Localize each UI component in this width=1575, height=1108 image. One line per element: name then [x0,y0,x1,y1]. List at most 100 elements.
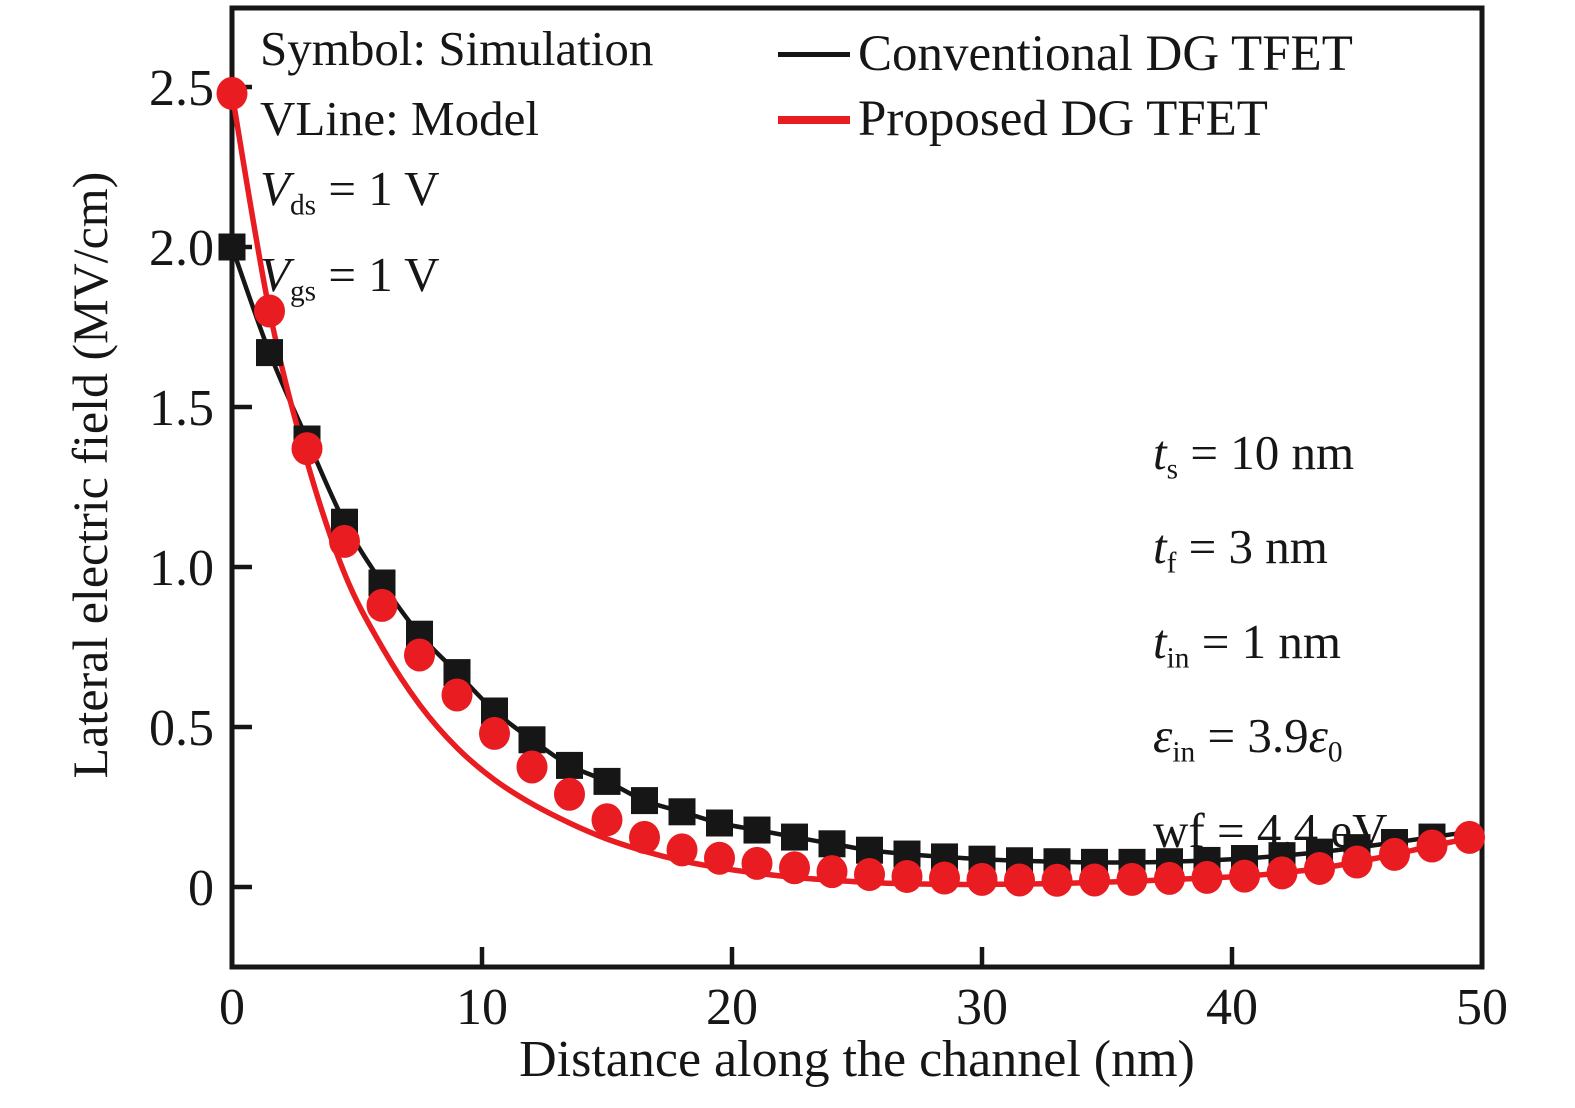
x-tick-label: 10 [456,979,508,1036]
y-tick-label: 1.0 [149,540,214,597]
annotation-text: t [1153,519,1167,575]
annotation-text: = 3 nm [1176,519,1328,575]
y-tick-label: 0.5 [149,700,214,757]
conventional-simulation-square-symbol [256,339,283,367]
subscript-text: s [1166,453,1179,486]
proposed-simulation-circle-symbol [1116,862,1148,896]
proposed-simulation-circle-symbol [591,803,623,837]
x-tick-label: 30 [956,979,1008,1036]
parameter-line: wf = 4.4 eV [1153,792,1387,869]
legend-item-proposed: Proposed DG TFET [778,87,1353,152]
conventional-simulation-square-symbol [706,809,733,837]
parameter-line: εin = 3.9ε0 [1153,697,1387,791]
proposed-simulation-circle-symbol [966,862,998,896]
annotation-text: = 1 nm [1189,613,1341,669]
annotation-text: = 10 nm [1178,425,1355,480]
legend: Conventional DG TFET Proposed DG TFET [778,22,1353,152]
proposed-simulation-circle-symbol [741,846,773,880]
proposed-simulation-circle-symbol [1229,859,1260,893]
x-tick-label: 0 [219,979,245,1036]
annotation-text: ε [1308,708,1328,764]
condition-line: Vds = 1 V [260,154,653,240]
subscript-text: gs [289,275,317,308]
annotation-text: t [1153,613,1167,669]
proposed-simulation-circle-symbol [366,588,398,622]
y-axis-title: Lateral electric field (MV/cm) [62,171,118,779]
proposed-simulation-circle-symbol [516,750,548,784]
condition-line: Vgs = 1 V [260,240,653,326]
proposed-simulation-circle-symbol [216,76,248,110]
annotation-text: V [260,247,290,303]
proposed-simulation-circle-symbol [479,716,510,750]
parameter-line: tin = 1 nm [1153,603,1387,697]
x-axis-title: Distance along the channel (nm) [519,1031,1195,1088]
proposed-simulation-circle-symbol [929,861,960,895]
proposed-simulation-circle-symbol [1004,863,1035,897]
device-parameters-annotation-block: ts = 10 nm tf = 3 nm tin = 1 nm εin = 3.9ε0… [1153,414,1387,869]
annotation-text: wf = 4.4 eV [1153,802,1388,858]
parameter-line: tf = 3 nm [1153,508,1387,602]
annotation-text: Symbol: Simulation [260,21,654,76]
proposed-simulation-circle-symbol [704,841,735,875]
proposed-simulation-circle-symbol [254,294,285,328]
annotation-text: t [1153,425,1167,480]
proposed-simulation-circle-symbol [1191,860,1223,894]
subscript-text: ds [289,189,317,222]
proposed-simulation-circle-symbol [1454,820,1485,854]
conventional-simulation-square-symbol [743,816,771,844]
annotation-text: = 1 V [316,161,440,216]
proposed-simulation-circle-symbol [1341,845,1373,879]
y-tick-label: 2.5 [149,60,214,117]
x-tick-label: 20 [706,979,758,1036]
conventional-simulation-square-symbol [593,767,621,795]
conventional-simulation-square-symbol [518,726,546,754]
conventional-line-swatch [778,52,850,57]
annotation-text: = 1 V [316,247,440,303]
conventional-simulation-square-symbol [668,798,696,826]
proposed-simulation-circle-symbol [1416,829,1448,863]
conventional-simulation-square-symbol [218,233,246,261]
proposed-simulation-circle-symbol [854,858,885,892]
proposed-simulation-circle-symbol [891,859,923,893]
plot-frame [229,5,1485,970]
condition-line: Symbol: Simulation [260,14,653,84]
proposed-simulation-circle-symbol [554,777,585,811]
annotation-text: VLine: Model [260,91,539,146]
proposed-simulation-circle-symbol [629,820,660,854]
y-tick-label: 2.0 [149,220,214,277]
parameter-line: ts = 10 nm [1153,414,1387,508]
x-tick-label: 50 [1456,979,1508,1036]
legend-label-conventional: Conventional DG TFET [858,26,1353,82]
proposed-simulation-circle-symbol [291,432,323,466]
conventional-simulation-square-symbol [631,787,658,815]
conventional-simulation-square-symbol [781,823,808,851]
proposed-simulation-circle-symbol [1079,863,1110,897]
condition-line: VLine: Model [260,84,653,154]
proposed-simulation-circle-symbol [1154,861,1185,895]
proposed-simulation-circle-symbol [1304,851,1335,885]
subscript-text: f [1166,547,1177,580]
proposed-simulation-circle-symbol [1379,837,1410,871]
proposed-line-swatch [778,115,850,124]
proposed-simulation-circle-symbol [666,833,698,867]
legend-label-proposed: Proposed DG TFET [858,91,1268,147]
y-tick-label: 0 [188,860,214,917]
proposed-simulation-circle-symbol [1266,856,1298,890]
subscript-text: in [1166,642,1190,675]
proposed-simulation-circle-symbol [329,524,360,558]
subscript-text: 0 [1327,736,1343,769]
annotation-text: ε [1153,708,1173,764]
annotation-text: V [260,161,290,216]
legend-item-conventional: Conventional DG TFET [778,22,1353,87]
proposed-simulation-circle-symbol [779,851,810,885]
annotation-text: = 3.9 [1195,708,1309,764]
proposed-simulation-circle-symbol [441,678,473,712]
subscript-text: in [1172,736,1196,769]
x-tick-label: 40 [1206,979,1258,1036]
conventional-simulation-square-symbol [556,751,583,779]
proposed-simulation-circle-symbol [404,638,435,672]
proposed-simulation-circle-symbol [1041,863,1073,897]
